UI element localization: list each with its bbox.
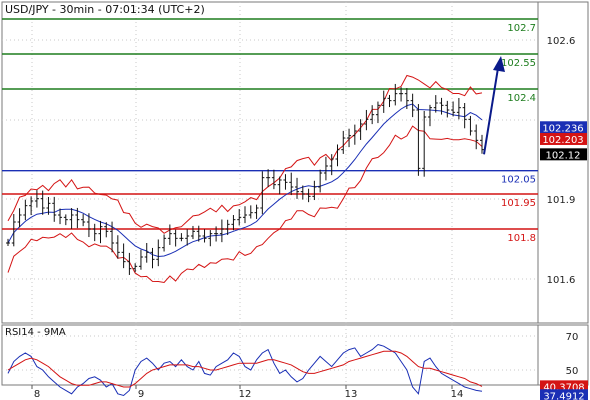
- price-badge: [540, 132, 587, 145]
- rsi-ma-line: [7, 350, 483, 388]
- x-tick-label: 8: [34, 389, 40, 400]
- price-tick-label: 101.6: [547, 275, 576, 286]
- forecast-arrow-shaft: [483, 61, 500, 155]
- rsi-panel-frame: [1, 324, 589, 386]
- rsi-tick-label: 50: [566, 366, 579, 377]
- level-label: 102.05: [501, 175, 536, 186]
- rsi-badge-label: 37.4912: [543, 391, 584, 400]
- forecast-arrow-head: [493, 56, 505, 72]
- rsi-tick-label: 70: [566, 332, 579, 343]
- level-label: 102.55: [501, 58, 536, 69]
- moving-average-line: [7, 103, 483, 258]
- rsi-line: [7, 343, 483, 397]
- x-tick-label: 9: [138, 389, 144, 400]
- x-tick-label: 13: [345, 389, 358, 400]
- price-badge-label: 102.12: [546, 150, 581, 161]
- x-tick-label: 12: [239, 389, 252, 400]
- price-tick-label: 101.9: [547, 195, 576, 206]
- bollinger-lower-line: [7, 125, 483, 284]
- bollinger-upper-line: [7, 74, 483, 234]
- price-tick-label: 102.6: [547, 36, 576, 47]
- price-badge: [540, 148, 587, 161]
- rsi-badge: [540, 389, 588, 400]
- level-label: 101.8: [507, 233, 536, 244]
- rsi-badge-label: 40.3708: [543, 382, 584, 393]
- level-label: 102.7: [507, 23, 536, 34]
- level-label: 102.4: [507, 93, 536, 104]
- rsi-title: RSI14 - 9MA: [5, 327, 66, 338]
- price-badge-label: 102.203: [542, 135, 583, 146]
- chart-title: USD/JPY - 30min - 07:01:34 (UTC+2): [5, 3, 205, 16]
- price-badge-label: 102.236: [542, 123, 583, 134]
- x-tick-label: 14: [451, 389, 464, 400]
- level-label: 101.95: [501, 198, 536, 209]
- price-badge: [540, 121, 587, 134]
